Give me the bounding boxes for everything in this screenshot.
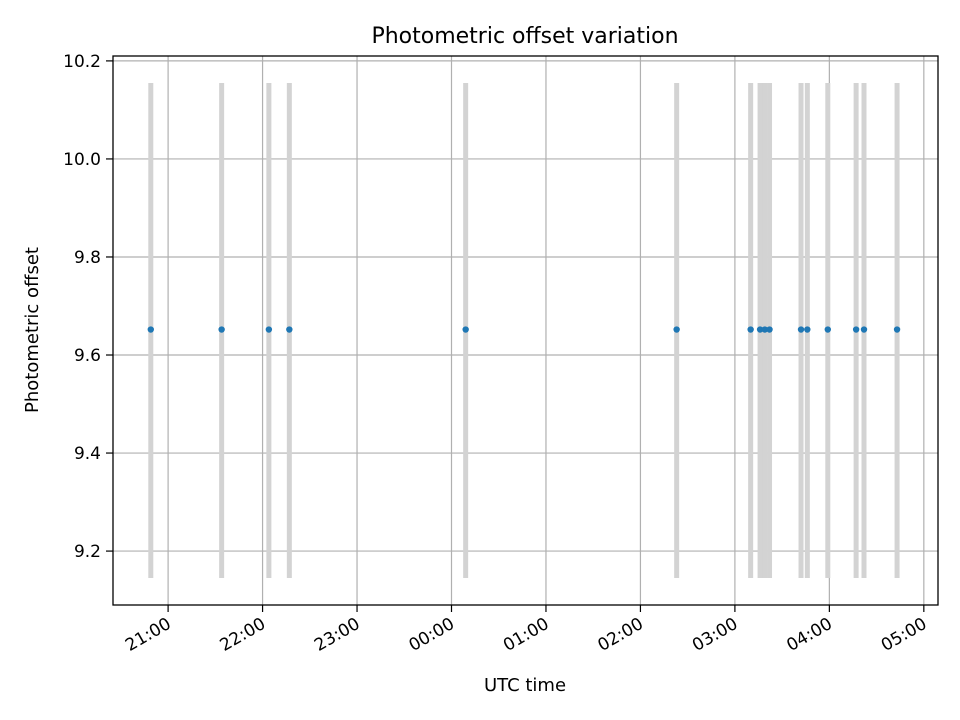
data-point <box>761 326 769 333</box>
x-axis-ticks: 21:00 22:00 23:00 00:00 01:00 02:00 03:00 04:00… <box>122 605 930 656</box>
x-tick-label: 01:00 <box>500 614 552 656</box>
data-point <box>852 326 860 333</box>
y-tick-label: 9.2 <box>74 542 101 562</box>
x-tick-label: 00:00 <box>406 614 458 656</box>
x-tick-label: 04:00 <box>783 614 835 656</box>
data-point <box>462 326 469 333</box>
x-tick-label: 03:00 <box>689 614 741 656</box>
y-tick-label: 9.6 <box>74 346 101 366</box>
y-tick-label: 9.4 <box>74 444 101 464</box>
data-point <box>147 326 154 333</box>
grid <box>113 56 938 605</box>
data-point <box>218 326 225 333</box>
data-point <box>265 326 273 333</box>
data-point <box>766 326 773 333</box>
data-points <box>147 326 901 333</box>
data-point <box>824 326 831 333</box>
y-tick-label: 10.2 <box>63 52 101 72</box>
x-tick-label: 21:00 <box>122 614 174 656</box>
data-point <box>673 326 680 333</box>
data-point <box>804 326 811 333</box>
chart-title: Photometric offset variation <box>371 24 678 49</box>
y-tick-label: 9.8 <box>74 248 101 268</box>
x-tick-label: 05:00 <box>878 614 930 656</box>
data-point <box>797 326 805 333</box>
x-tick-label: 22:00 <box>217 614 269 656</box>
y-axis-label: Photometric offset <box>22 247 43 413</box>
data-point <box>860 326 868 333</box>
data-point <box>747 326 754 333</box>
data-point <box>756 326 764 333</box>
plot-frame <box>112 55 939 606</box>
data-point <box>893 326 901 333</box>
x-tick-label: 23:00 <box>311 614 363 656</box>
y-axis-ticks: 9.2 9.4 9.6 9.8 10.0 10.2 <box>63 52 113 562</box>
y-tick-label: 10.0 <box>63 150 101 170</box>
x-tick-label: 02:00 <box>594 614 646 656</box>
x-axis-label: UTC time <box>484 675 566 696</box>
data-point <box>286 326 293 333</box>
